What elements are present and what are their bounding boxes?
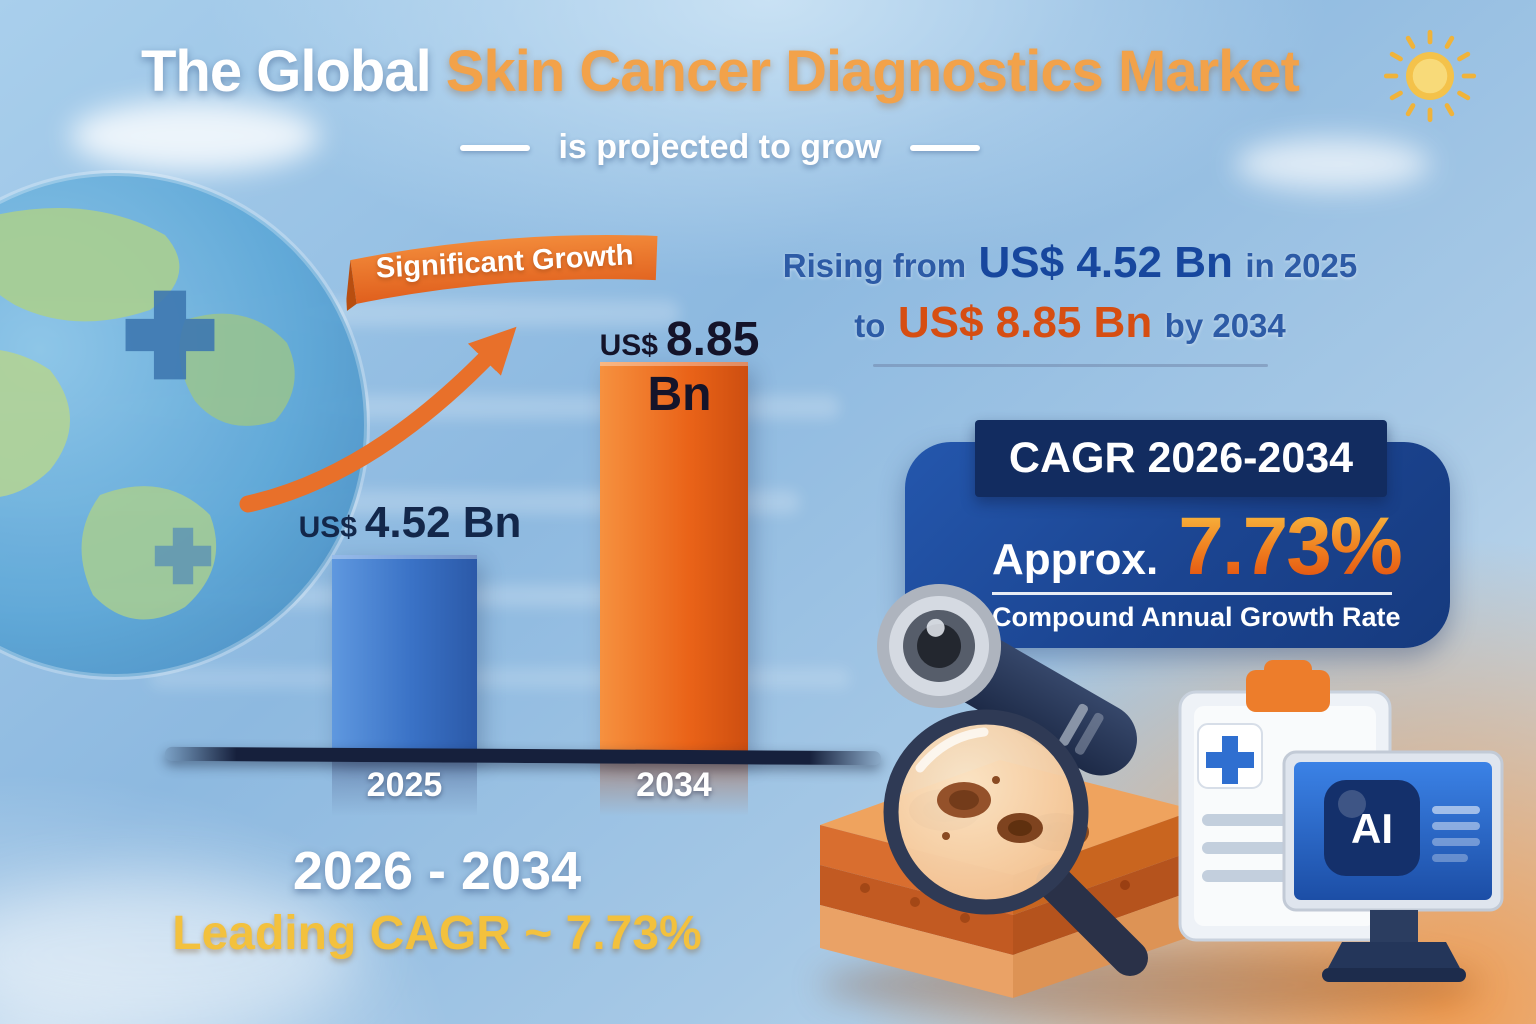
cagr-value-row: Approx. 7.73% <box>992 506 1432 588</box>
year-label-2034: 2034 <box>636 766 712 804</box>
medical-cross-icon <box>125 290 215 380</box>
ribbon-shape <box>345 234 658 313</box>
ai-monitor-illustration: AI <box>1282 750 1504 982</box>
title-highlight: Skin Cancer Diagnostics Market <box>430 39 1300 104</box>
dermatoscope-illustration <box>877 583 1137 776</box>
value-label: 4.52 Bn <box>364 498 522 547</box>
page-title: The Global Skin Cancer Diagnostics Marke… <box>0 38 1440 105</box>
subtitle-text: is projected to grow <box>558 128 882 166</box>
globe-illustration <box>0 170 370 680</box>
cagr-divider <box>992 592 1392 595</box>
cloud-decoration <box>70 100 320 172</box>
statement-value-2025: US$ 4.52 Bn <box>978 238 1233 287</box>
statement-suffix: by 2034 <box>1164 307 1286 344</box>
statement-underline <box>872 364 1268 367</box>
bar-value-2025: US$ 4.52 Bn <box>295 498 525 548</box>
divider-line-right <box>909 144 980 151</box>
statement-prefix: to <box>854 307 886 344</box>
title-prefix: The Global <box>141 39 432 104</box>
statement-suffix: in 2025 <box>1245 247 1358 284</box>
currency-label: US$ <box>599 329 658 362</box>
sun-icon <box>1383 29 1477 123</box>
currency-label: US$ <box>298 511 357 544</box>
cagr-panel-header: CAGR 2026-2034 <box>975 420 1387 497</box>
bar-pedestal <box>332 760 477 816</box>
divider-line-left <box>460 144 531 151</box>
footer-leading-cagr: Leading CAGR ~ 7.73% <box>172 907 702 960</box>
bar-pedestal <box>600 760 748 816</box>
year-label-2025: 2025 <box>366 766 443 804</box>
bar-2025 <box>332 555 477 757</box>
statement-value-2034: US$ 8.85 Bn <box>897 298 1153 347</box>
cloud-decoration <box>1235 138 1430 190</box>
cagr-value: 7.73% <box>1178 501 1403 592</box>
value-label: 8.85 Bn <box>647 313 760 421</box>
statement-prefix: Rising from <box>782 247 967 284</box>
cloud-decoration <box>0 880 360 1024</box>
growth-statement: Rising from US$ 4.52 Bn in 2025 to US$ 8… <box>775 238 1365 367</box>
medical-cross-icon <box>154 527 212 585</box>
footer-period: 2026 - 2034 <box>292 841 582 901</box>
ai-label: AI <box>1351 805 1393 852</box>
subtitle: is projected to grow <box>0 128 1440 167</box>
baseline-band <box>164 746 882 766</box>
approx-label: Approx. <box>992 535 1159 584</box>
bar-2034 <box>600 362 748 757</box>
magnifier-icon <box>883 709 1148 976</box>
bar-value-2034: US$ 8.85 Bn <box>562 312 797 422</box>
growth-arrow-icon <box>239 326 517 513</box>
significant-growth-banner: Significant Growth <box>343 226 666 313</box>
cagr-caption: Compound Annual Growth Rate <box>992 602 1401 632</box>
growth-statement-line2: to US$ 8.85 Bn by 2034 <box>775 298 1365 348</box>
growth-statement-line1: Rising from US$ 4.52 Bn in 2025 <box>775 238 1365 288</box>
